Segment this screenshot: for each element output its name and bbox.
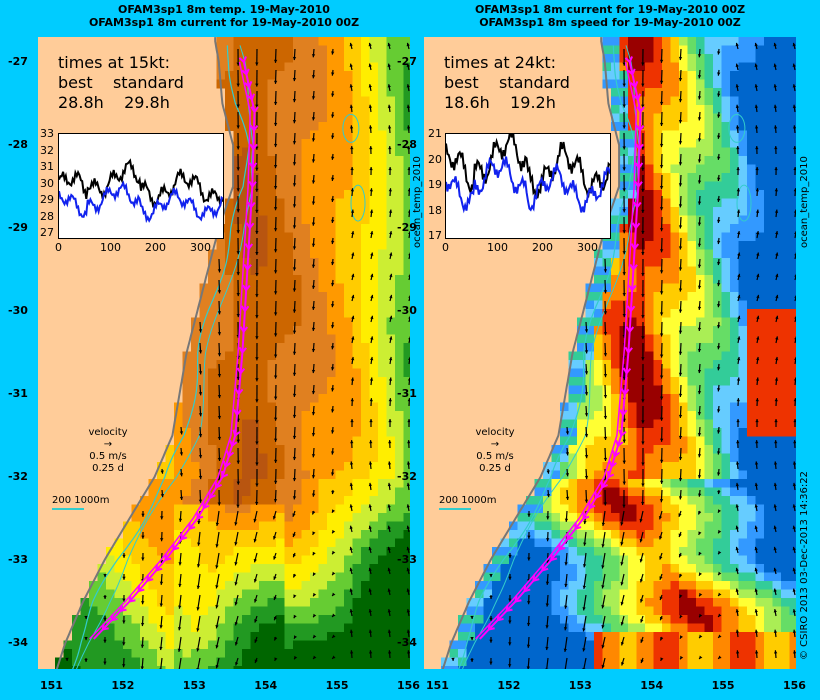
left-title-line2: OFAM3sp1 8m current for 19-May-2010 00Z <box>88 16 360 29</box>
right-title-line2: OFAM3sp1 8m speed for 19-May-2010 00Z <box>479 16 741 29</box>
speed-map-panel: times at 24kt: best standard 18.6h 19.2h <box>424 37 796 669</box>
left-lon-tick: 154 <box>254 679 278 692</box>
right-velocity-legend: velocity → 0.5 m/s 0.25 d <box>465 427 525 475</box>
right-lon-tick: 153 <box>568 679 592 692</box>
right-title-line1: OFAM3sp1 8m current for 19-May-2010 00Z <box>474 3 746 16</box>
velocity-speed: 0.5 m/s <box>89 451 127 462</box>
speed-field <box>424 37 796 669</box>
left-inset-ytick: 28 <box>40 209 54 223</box>
temperature-field <box>38 37 410 669</box>
left-inset-ytick: 27 <box>40 226 54 239</box>
velocity-arrow-icon: → <box>103 439 113 450</box>
right-lon-tick: 154 <box>640 679 664 692</box>
velocity-time: 0.25 d <box>479 463 511 474</box>
left-title-line1: OFAM3sp1 8m temp. 19-May-2010 <box>118 3 330 16</box>
right-times-values: 18.6h 19.2h <box>444 93 556 112</box>
left-inset-chart <box>58 133 224 239</box>
credit-label: © CSIRO 2013 03-Dec-2013 14:36:22 <box>799 471 810 660</box>
velocity-arrow-icon: → <box>490 439 500 450</box>
left-inset-ytick: 32 <box>40 143 54 157</box>
left-inset-xtick: 0 <box>55 241 62 254</box>
left-side-label: ocean_temp_2010 <box>412 156 423 248</box>
left-lon-tick: 152 <box>111 679 135 692</box>
left-inset-xtick: 300 <box>190 241 211 254</box>
left-times-box: times at 15kt: best standard 28.8h 29.8h <box>58 53 184 113</box>
right-lat-tick: -29 <box>397 221 417 234</box>
right-times-heading: times at 24kt: <box>444 53 557 72</box>
right-lat-tick: -33 <box>397 553 417 566</box>
velocity-time: 0.25 d <box>92 463 124 474</box>
right-inset-chart <box>445 130 611 239</box>
left-inset-ytick: 33 <box>40 127 54 140</box>
right-inset-ytick: 21 <box>428 127 442 140</box>
right-lat-tick: -32 <box>397 470 417 483</box>
right-lat-tick: -31 <box>397 387 417 400</box>
left-lon-tick: 155 <box>325 679 349 692</box>
left-lat-tick: -32 <box>8 470 28 483</box>
left-inset-xtick: 200 <box>145 241 166 254</box>
right-inset-xtick: 100 <box>487 241 508 254</box>
right-inset-ytick: 18 <box>428 203 442 217</box>
left-lat-tick: -29 <box>8 221 28 234</box>
right-inset-xtick: 200 <box>532 241 553 254</box>
left-velocity-legend: velocity → 0.5 m/s 0.25 d <box>78 427 138 475</box>
velocity-label: velocity <box>88 427 128 438</box>
right-lon-tick: 152 <box>497 679 521 692</box>
right-lat-tick: -27 <box>397 55 417 68</box>
left-times-heading: times at 15kt: <box>58 53 171 72</box>
left-times-values: 28.8h 29.8h <box>58 93 170 112</box>
left-times-labels: best standard <box>58 73 184 92</box>
left-depth-scale: 200 1000m <box>52 495 109 510</box>
right-inset-xtick: 300 <box>577 241 598 254</box>
right-lon-tick: 151 <box>426 679 449 692</box>
velocity-speed: 0.5 m/s <box>476 451 514 462</box>
temperature-map-panel: times at 15kt: best standard 28.8h 29.8h <box>38 37 410 669</box>
right-inset-ytick: 20 <box>428 152 442 166</box>
left-inset-ytick: 30 <box>40 176 54 190</box>
right-lon-tick: 156 <box>783 679 806 692</box>
left-inset-xtick: 100 <box>100 241 121 254</box>
left-lat-tick: -34 <box>8 636 28 649</box>
right-times-box: times at 24kt: best standard 18.6h 19.2h <box>444 53 570 113</box>
left-lat-tick: -28 <box>8 138 28 151</box>
right-lat-tick: -34 <box>397 636 417 649</box>
left-lon-tick: 156 <box>397 679 420 692</box>
right-lat-tick: -28 <box>397 138 417 151</box>
left-lat-tick: -27 <box>8 55 28 68</box>
right-times-labels: best standard <box>444 73 570 92</box>
right-inset-xtick: 0 <box>442 241 449 254</box>
left-inset-ytick: 29 <box>40 193 54 206</box>
left-lon-tick: 153 <box>182 679 206 692</box>
right-depth-scale: 200 1000m <box>439 495 496 510</box>
velocity-label: velocity <box>475 427 515 438</box>
left-lon-tick: 151 <box>40 679 63 692</box>
right-side-label: ocean_temp_2010 <box>799 156 810 248</box>
right-lat-tick: -30 <box>397 304 417 317</box>
left-lat-tick: -33 <box>8 553 28 566</box>
right-inset-ytick: 19 <box>428 178 442 191</box>
left-lat-tick: -31 <box>8 387 28 400</box>
right-inset-ytick: 17 <box>428 229 442 242</box>
left-lat-tick: -30 <box>8 304 28 317</box>
left-inset-ytick: 31 <box>40 160 54 173</box>
right-lon-tick: 155 <box>711 679 735 692</box>
